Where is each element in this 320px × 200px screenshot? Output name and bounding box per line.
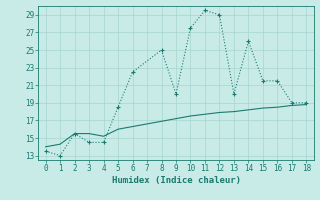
X-axis label: Humidex (Indice chaleur): Humidex (Indice chaleur) xyxy=(111,176,241,185)
